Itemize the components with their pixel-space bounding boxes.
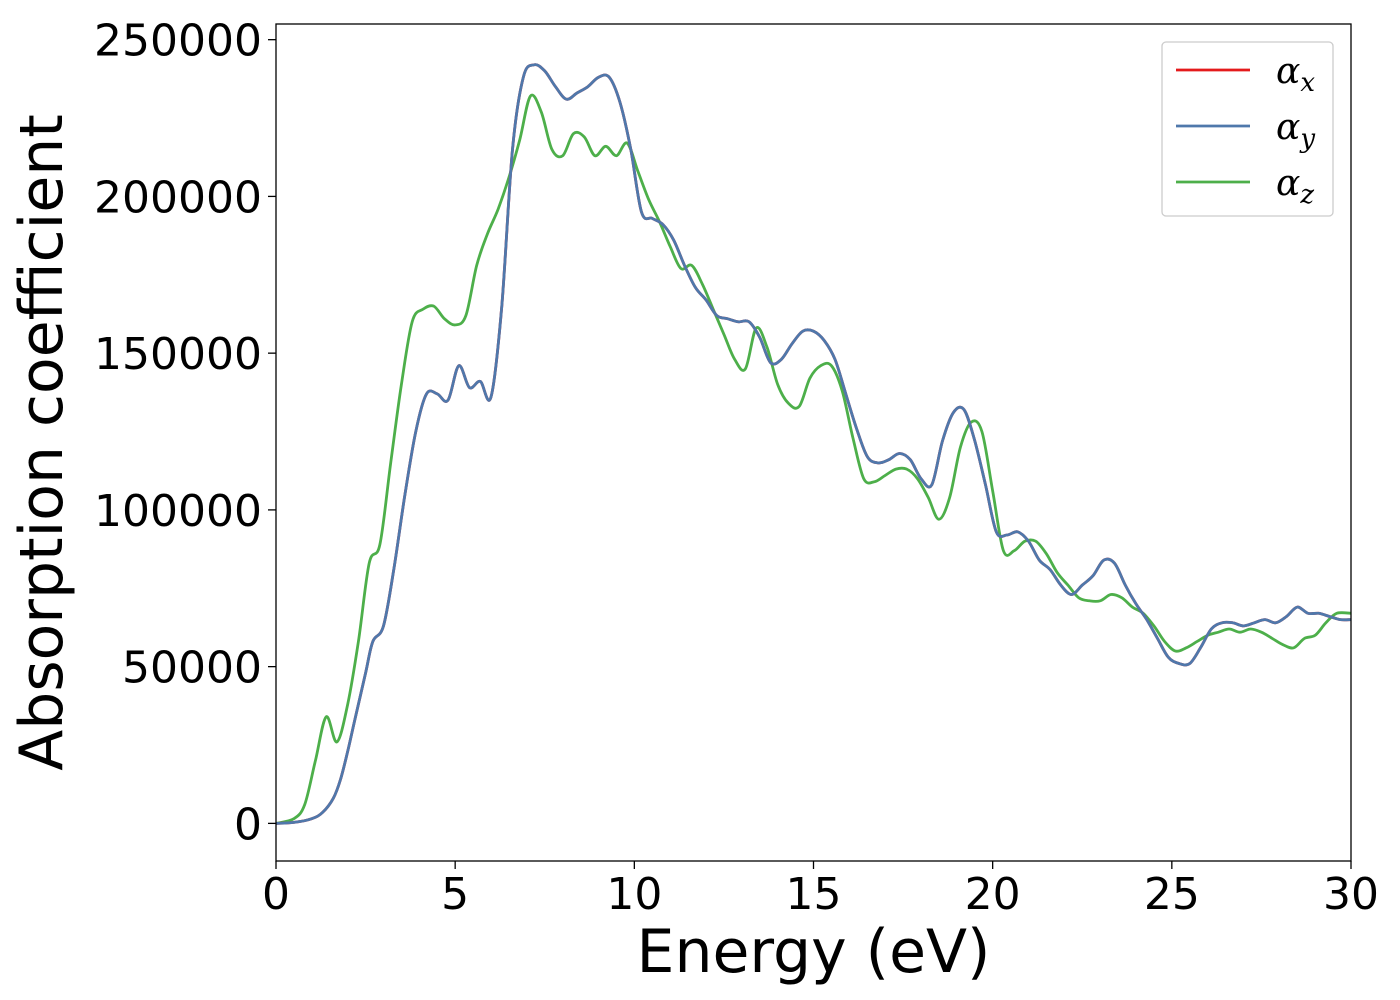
x-tick-label: 5: [441, 869, 469, 920]
x-axis-title: Energy (eV): [637, 917, 991, 987]
x-tick-label: 15: [786, 869, 842, 920]
y-tick-label: 200000: [94, 172, 262, 223]
y-axis-title: Absorption coefficient: [7, 114, 77, 771]
y-tick-label: 0: [234, 799, 262, 850]
y-tick-label: 50000: [122, 643, 262, 694]
x-tick-label: 20: [965, 869, 1021, 920]
y-tick-label: 250000: [94, 16, 262, 67]
x-tick-label: 25: [1144, 869, 1200, 920]
series-line-z: [276, 93, 1351, 825]
legend-label-x: αx: [1276, 51, 1315, 98]
axes: 0 5 10 15 20 25 30 0 50000 100000 150000 200000 2500…: [94, 16, 1379, 920]
x-tick-label: 0: [262, 869, 290, 920]
series-line-y: [276, 63, 1351, 825]
y-tick-label: 150000: [94, 329, 262, 380]
y-tick-label: 100000: [94, 486, 262, 537]
x-tick-label: 10: [606, 869, 662, 920]
legend-box: [1161, 41, 1334, 217]
x-tick-label: 30: [1323, 869, 1379, 920]
plot-area: [276, 63, 1351, 825]
